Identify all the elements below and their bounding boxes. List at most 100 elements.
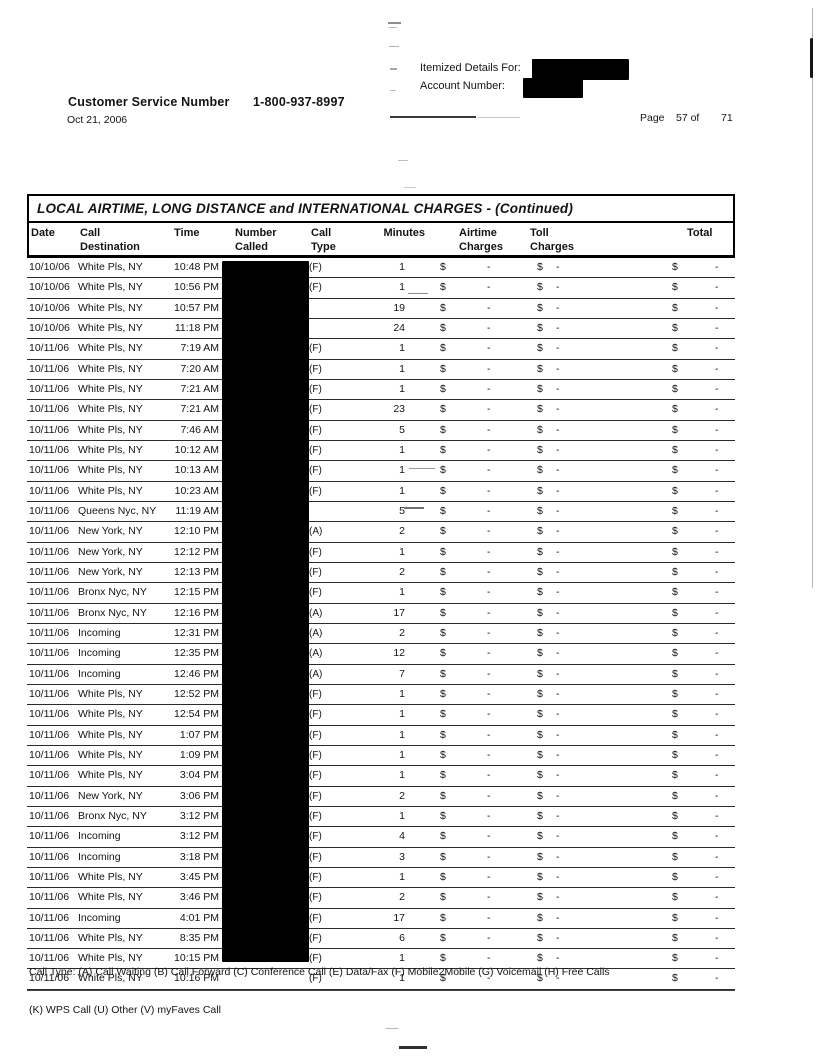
call-date: 10/10/06 bbox=[29, 261, 70, 273]
scan-artifact bbox=[388, 22, 401, 24]
total-amount: - bbox=[715, 830, 719, 843]
toll-amount: - bbox=[556, 403, 560, 416]
total-amount: - bbox=[715, 789, 719, 802]
table-head: LOCAL AIRTIME, LONG DISTANCE and INTERNA… bbox=[27, 194, 735, 258]
call-time: 12:46 PM bbox=[174, 667, 219, 680]
airtime-currency: $ bbox=[440, 748, 446, 761]
call-destination: White Pls, NY bbox=[78, 443, 143, 456]
call-time: 4:01 PM bbox=[179, 911, 219, 924]
table-row: 10/11/06 White Pls, NY 7:20 AM (F) 1 $ - $ - $ - bbox=[27, 360, 735, 380]
call-minutes: 1 bbox=[399, 708, 405, 721]
call-date: 10/11/06 bbox=[29, 748, 70, 761]
call-destination: White Pls, NY bbox=[78, 708, 143, 721]
airtime-currency: $ bbox=[440, 931, 446, 944]
call-type: (F) bbox=[309, 444, 322, 456]
call-time: 12:12 PM bbox=[174, 545, 219, 558]
call-minutes: 2 bbox=[399, 626, 405, 639]
airtime-amount: - bbox=[487, 931, 491, 944]
toll-currency: $ bbox=[537, 667, 543, 680]
total-currency: $ bbox=[672, 464, 678, 477]
call-minutes: 24 bbox=[393, 321, 405, 334]
scan-artifact bbox=[389, 27, 397, 28]
call-time: 7:19 AM bbox=[180, 342, 219, 355]
call-type: (F) bbox=[309, 749, 322, 761]
call-time: 3:46 PM bbox=[179, 891, 219, 904]
call-date: 10/11/06 bbox=[29, 464, 70, 477]
toll-currency: $ bbox=[537, 748, 543, 761]
call-destination: White Pls, NY bbox=[78, 342, 143, 355]
toll-currency: $ bbox=[537, 382, 543, 395]
call-time: 3:04 PM bbox=[179, 769, 219, 782]
toll-amount: - bbox=[556, 281, 560, 294]
total-currency: $ bbox=[672, 261, 678, 273]
call-type-legend-line2: (K) WPS Call (U) Other (V) myFaves Call bbox=[29, 1004, 221, 1016]
call-type: (F) bbox=[309, 485, 322, 497]
airtime-amount: - bbox=[487, 321, 491, 334]
airtime-amount: - bbox=[487, 911, 491, 924]
table-row: 10/11/06 White Pls, NY 10:23 AM (F) 1 $ - $ - $ - bbox=[27, 482, 735, 502]
toll-amount: - bbox=[556, 545, 560, 558]
call-destination: White Pls, NY bbox=[78, 870, 143, 883]
total-currency: $ bbox=[672, 606, 678, 619]
call-minutes: 1 bbox=[399, 484, 405, 497]
toll-currency: $ bbox=[537, 789, 543, 802]
toll-currency: $ bbox=[537, 769, 543, 782]
call-date: 10/11/06 bbox=[29, 342, 70, 355]
call-date: 10/11/06 bbox=[29, 891, 70, 904]
call-destination: White Pls, NY bbox=[78, 728, 143, 741]
call-type: (F) bbox=[309, 424, 322, 436]
call-destination: White Pls, NY bbox=[78, 321, 143, 334]
toll-currency: $ bbox=[537, 870, 543, 883]
total-currency: $ bbox=[672, 809, 678, 822]
call-type: (F) bbox=[309, 546, 322, 558]
airtime-currency: $ bbox=[440, 261, 446, 273]
call-destination: Bronx Nyc, NY bbox=[78, 586, 147, 599]
call-type: (F) bbox=[309, 383, 322, 395]
call-destination: Bronx Nyc, NY bbox=[78, 809, 147, 822]
call-date: 10/11/06 bbox=[29, 362, 70, 375]
call-type: (A) bbox=[309, 648, 323, 660]
call-minutes: 1 bbox=[399, 464, 405, 477]
total-currency: $ bbox=[672, 789, 678, 802]
airtime-amount: - bbox=[487, 423, 491, 436]
airtime-amount: - bbox=[487, 870, 491, 883]
call-date: 10/11/06 bbox=[29, 728, 70, 741]
airtime-currency: $ bbox=[440, 565, 446, 578]
airtime-amount: - bbox=[487, 545, 491, 558]
call-minutes: 1 bbox=[399, 952, 405, 965]
call-time: 12:10 PM bbox=[174, 525, 219, 538]
total-amount: - bbox=[715, 891, 719, 904]
table-row: 10/11/06 White Pls, NY 10:15 PM (F) 1 $ - $ - $ - bbox=[27, 949, 735, 970]
call-destination: New York, NY bbox=[78, 565, 143, 578]
table-row: 10/11/06 White Pls, NY 1:07 PM (F) 1 $ - $ - $ - bbox=[27, 726, 735, 746]
toll-currency: $ bbox=[537, 261, 543, 273]
col-header-date: Date bbox=[31, 227, 55, 239]
table-row: 10/11/06 White Pls, NY 10:12 AM (F) 1 $ - $ - $ - bbox=[27, 441, 735, 462]
total-amount: - bbox=[715, 647, 719, 660]
col-header-total: Total bbox=[687, 227, 713, 239]
total-amount: - bbox=[715, 443, 719, 456]
call-time: 12:31 PM bbox=[174, 626, 219, 639]
airtime-currency: $ bbox=[440, 545, 446, 558]
table-row: 10/10/06 White Pls, NY 10:48 PM (F) 1 $ - $ - $ - bbox=[27, 258, 735, 279]
statement-date: Oct 21, 2006 bbox=[67, 114, 128, 126]
call-minutes: 2 bbox=[399, 891, 405, 904]
call-date: 10/10/06 bbox=[29, 281, 70, 294]
toll-currency: $ bbox=[537, 545, 543, 558]
airtime-currency: $ bbox=[440, 728, 446, 741]
call-minutes: 1 bbox=[399, 545, 405, 558]
table-row: 10/11/06 New York, NY 12:10 PM (A) 2 $ - $ - $ - bbox=[27, 522, 735, 543]
table-row: 10/11/06 White Pls, NY 7:21 AM (F) 23 $ - $ - $ - bbox=[27, 400, 735, 421]
airtime-amount: - bbox=[487, 586, 491, 599]
call-time: 8:35 PM bbox=[179, 931, 219, 944]
call-type: (F) bbox=[309, 688, 322, 700]
airtime-currency: $ bbox=[440, 830, 446, 843]
toll-currency: $ bbox=[537, 708, 543, 721]
call-type: (F) bbox=[309, 932, 322, 944]
call-time: 7:21 AM bbox=[180, 382, 219, 395]
toll-currency: $ bbox=[537, 321, 543, 334]
airtime-amount: - bbox=[487, 626, 491, 639]
airtime-currency: $ bbox=[440, 403, 446, 416]
call-time: 3:06 PM bbox=[179, 789, 219, 802]
call-type: (F) bbox=[309, 871, 322, 883]
